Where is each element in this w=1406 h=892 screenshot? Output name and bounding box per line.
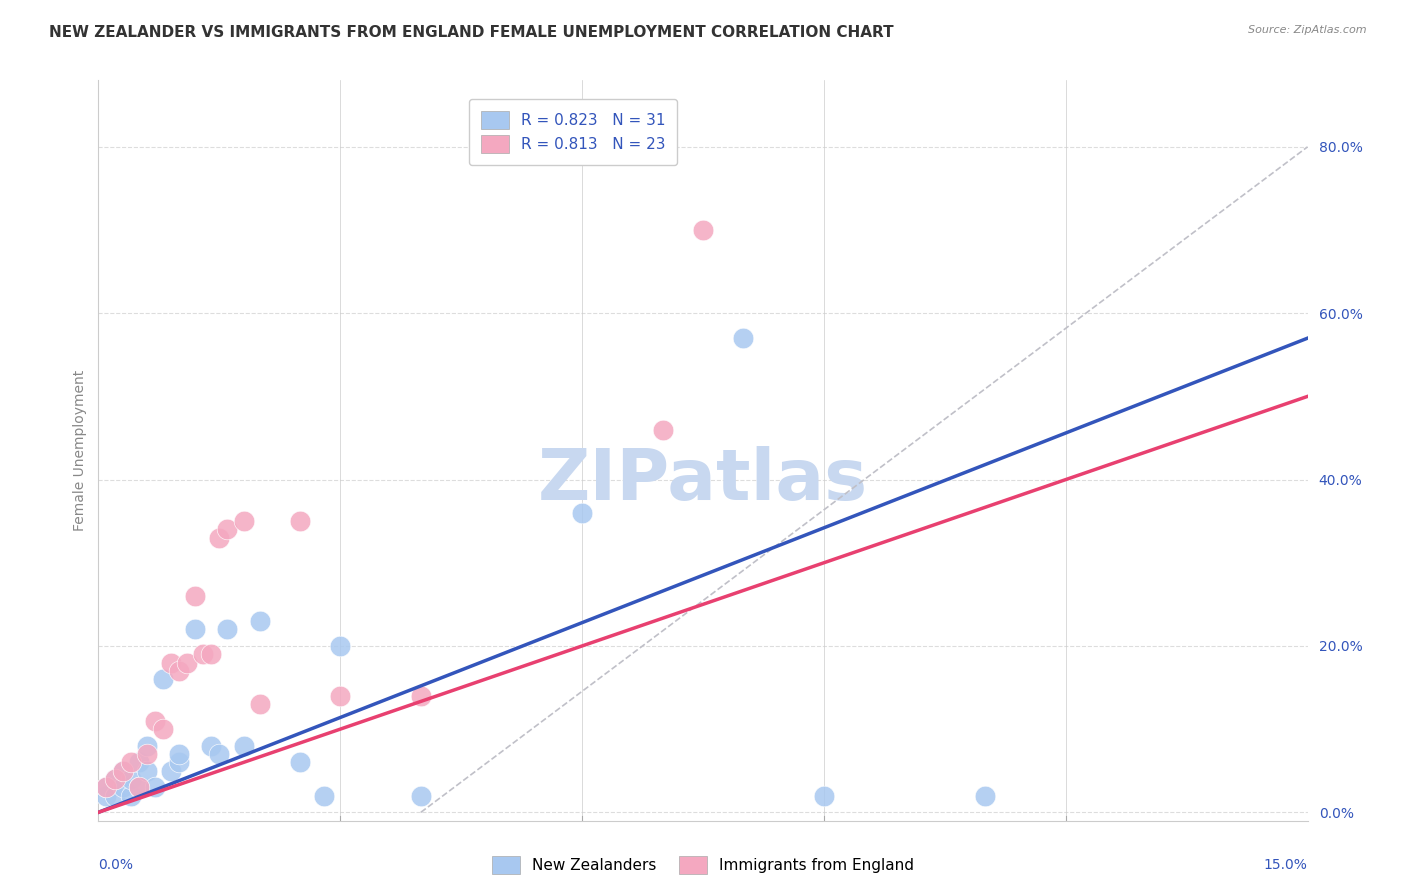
Legend: New Zealanders, Immigrants from England: New Zealanders, Immigrants from England	[486, 850, 920, 880]
Point	[813, 789, 835, 803]
Text: 0.0%: 0.0%	[98, 858, 134, 871]
Point	[232, 514, 254, 528]
Point	[103, 772, 125, 786]
Point	[409, 689, 432, 703]
Point	[111, 764, 134, 778]
Point	[135, 764, 157, 778]
Point	[200, 647, 222, 661]
Legend: R = 0.823   N = 31, R = 0.813   N = 23: R = 0.823 N = 31, R = 0.813 N = 23	[468, 99, 678, 165]
Point	[111, 780, 134, 795]
Point	[217, 523, 239, 537]
Text: 15.0%: 15.0%	[1264, 858, 1308, 871]
Y-axis label: Female Unemployment: Female Unemployment	[73, 370, 87, 531]
Text: NEW ZEALANDER VS IMMIGRANTS FROM ENGLAND FEMALE UNEMPLOYMENT CORRELATION CHART: NEW ZEALANDER VS IMMIGRANTS FROM ENGLAND…	[49, 25, 894, 40]
Point	[692, 223, 714, 237]
Point	[329, 689, 352, 703]
Point	[128, 756, 150, 770]
Point	[103, 772, 125, 786]
Point	[733, 331, 755, 345]
Point	[288, 756, 311, 770]
Point	[152, 722, 174, 736]
Point	[128, 780, 150, 795]
Point	[249, 697, 271, 711]
Point	[167, 664, 190, 678]
Text: ZIPatlas: ZIPatlas	[538, 446, 868, 515]
Point	[96, 780, 118, 795]
Point	[409, 789, 432, 803]
Point	[329, 639, 352, 653]
Point	[167, 756, 190, 770]
Point	[96, 780, 118, 795]
Point	[200, 739, 222, 753]
Point	[184, 589, 207, 603]
Point	[160, 656, 183, 670]
Point	[120, 756, 142, 770]
Point	[96, 789, 118, 803]
Point	[249, 614, 271, 628]
Point	[208, 531, 231, 545]
Point	[111, 764, 134, 778]
Point	[184, 623, 207, 637]
Point	[143, 780, 166, 795]
Point	[193, 647, 215, 661]
Text: Source: ZipAtlas.com: Source: ZipAtlas.com	[1249, 25, 1367, 35]
Point	[128, 780, 150, 795]
Point	[288, 514, 311, 528]
Point	[135, 747, 157, 761]
Point	[232, 739, 254, 753]
Point	[176, 656, 198, 670]
Point	[103, 789, 125, 803]
Point	[152, 672, 174, 686]
Point	[571, 506, 593, 520]
Point	[135, 739, 157, 753]
Point	[143, 714, 166, 728]
Point	[120, 789, 142, 803]
Point	[314, 789, 336, 803]
Point	[208, 747, 231, 761]
Point	[160, 764, 183, 778]
Point	[120, 772, 142, 786]
Point	[974, 789, 997, 803]
Point	[167, 747, 190, 761]
Point	[217, 623, 239, 637]
Point	[651, 423, 673, 437]
